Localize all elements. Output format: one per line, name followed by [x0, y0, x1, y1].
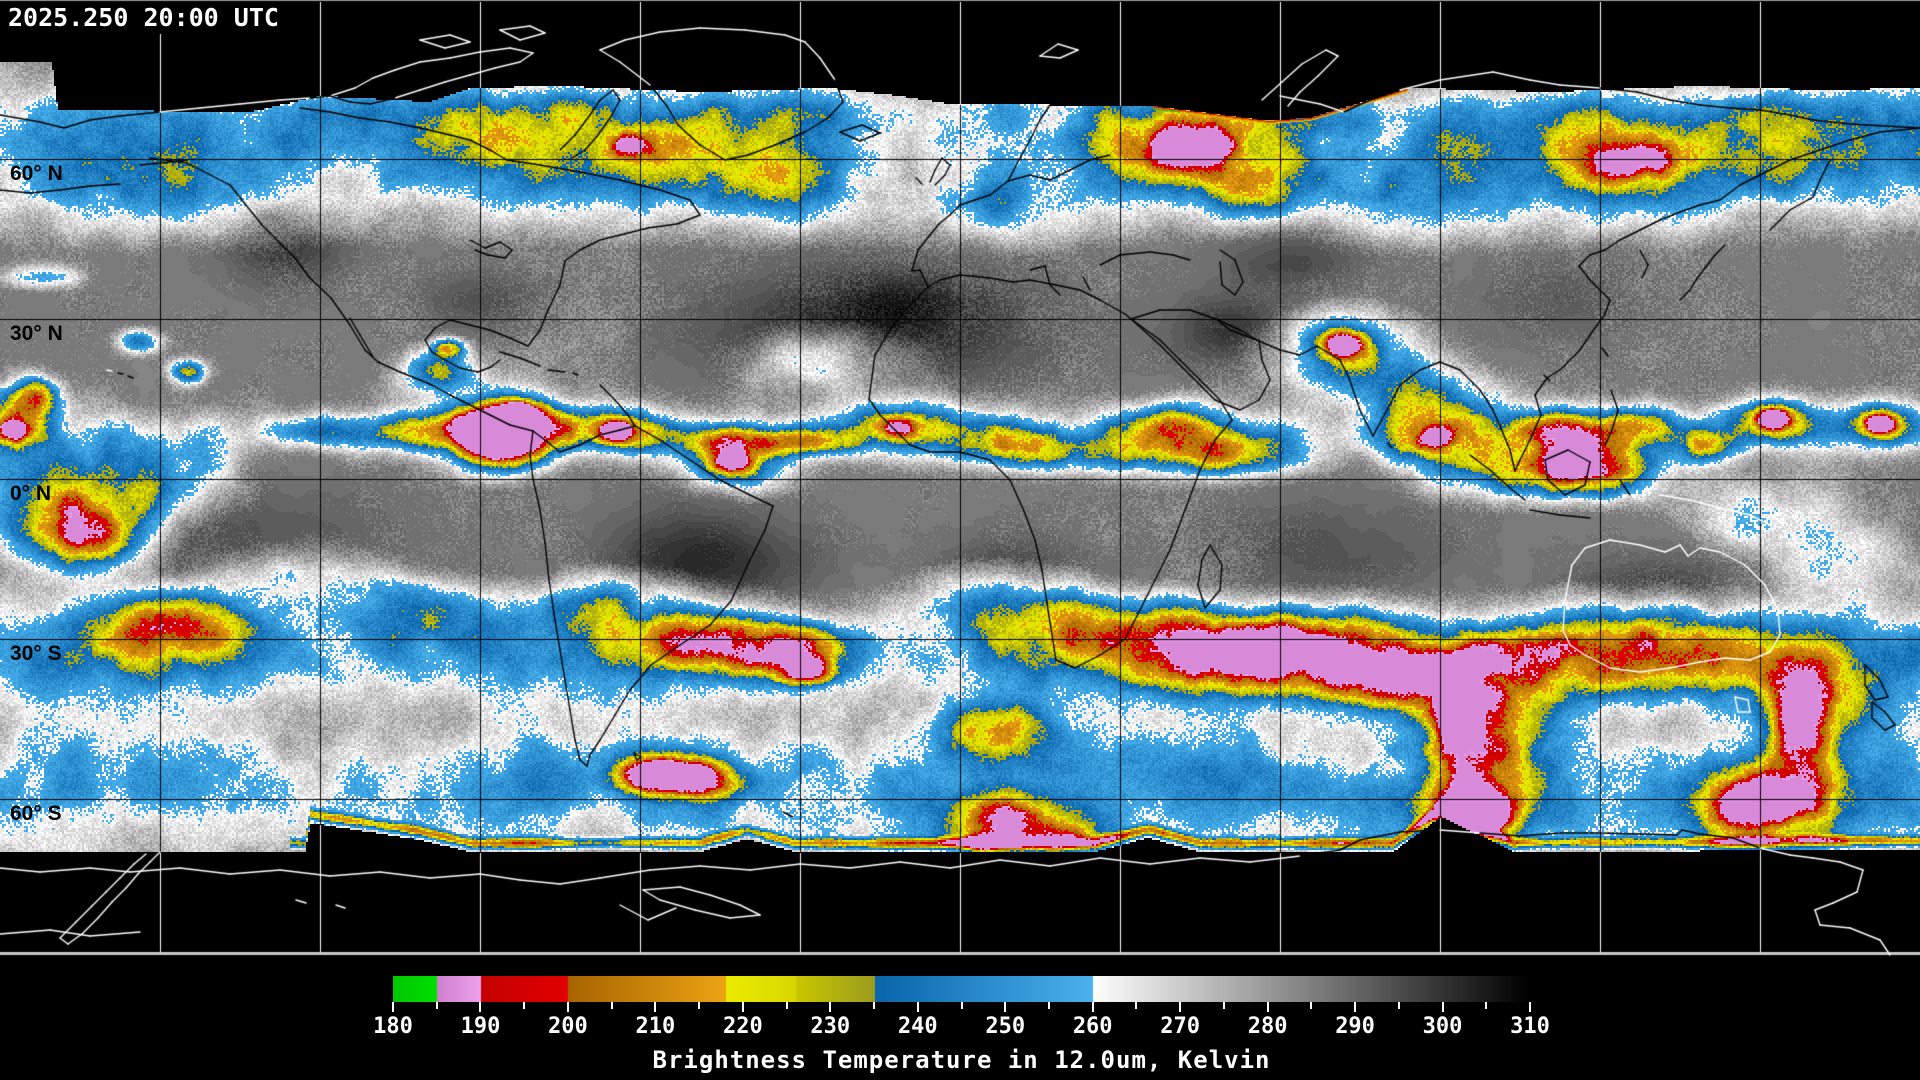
colorbar-tick	[1310, 1002, 1313, 1009]
colorbar-tick	[960, 1002, 963, 1009]
colorbar-tick-label: 280	[1247, 1014, 1288, 1039]
colorbar-caption: Brightness Temperature in 12.0um, Kelvin	[652, 1046, 1271, 1074]
colorbar-tick	[873, 1002, 876, 1009]
colorbar-tick-label: 200	[548, 1014, 588, 1039]
timestamp-label: 2025.250 20:00 UTC	[8, 3, 279, 32]
colorbar-tick-label: 220	[722, 1014, 763, 1039]
latitude-label: 0° N	[10, 482, 52, 505]
colorbar-tick	[741, 1002, 744, 1012]
colorbar-tick	[654, 1002, 657, 1012]
colorbar-tick	[1266, 1002, 1269, 1012]
latitude-label: 30° S	[10, 642, 62, 665]
colorbar-tick	[1047, 1002, 1050, 1009]
colorbar-tick	[523, 1002, 526, 1009]
colorbar-tick	[610, 1002, 613, 1009]
colorbar-tick-label: 230	[810, 1014, 851, 1039]
colorbar-tick-label: 190	[460, 1014, 501, 1039]
colorbar-tick	[785, 1002, 788, 1009]
latitude-label: 30° N	[10, 322, 63, 345]
colorbar-gradient	[393, 976, 1530, 1002]
colorbar-tick	[1397, 1002, 1400, 1009]
colorbar-tick	[1529, 1002, 1531, 1012]
colorbar-tick	[1004, 1002, 1007, 1012]
colorbar-tick	[566, 1002, 569, 1012]
colorbar-tick	[479, 1002, 482, 1012]
latitude-label: 60° S	[10, 802, 62, 825]
colorbar-tick-label: 300	[1422, 1014, 1463, 1039]
colorbar-tick	[392, 1002, 394, 1012]
colorbar-tick	[1354, 1002, 1357, 1012]
colorbar-tick	[1222, 1002, 1225, 1009]
latitude-label: 60° N	[10, 162, 63, 185]
colorbar-tick	[1485, 1002, 1488, 1009]
colorbar-tick	[916, 1002, 919, 1012]
map-overlay-canvas	[0, 0, 1920, 958]
colorbar-tick	[698, 1002, 701, 1009]
colorbar-tick-label: 210	[635, 1014, 676, 1039]
colorbar-tick-label: 310	[1510, 1014, 1550, 1039]
colorbar-tick-label: 240	[897, 1014, 938, 1039]
colorbar-tick	[1441, 1002, 1444, 1012]
colorbar-tick-label: 250	[985, 1014, 1026, 1039]
colorbar-tick-label: 180	[373, 1014, 413, 1039]
colorbar-tick	[829, 1002, 832, 1012]
colorbar-tick-label: 260	[1072, 1014, 1113, 1039]
colorbar-tick	[1091, 1002, 1094, 1012]
colorbar-tick	[1135, 1002, 1138, 1009]
colorbar-tick-label: 290	[1335, 1014, 1375, 1039]
colorbar-tick	[435, 1002, 438, 1009]
colorbar-tick	[1179, 1002, 1182, 1012]
colorbar-tick-label: 270	[1160, 1014, 1201, 1039]
